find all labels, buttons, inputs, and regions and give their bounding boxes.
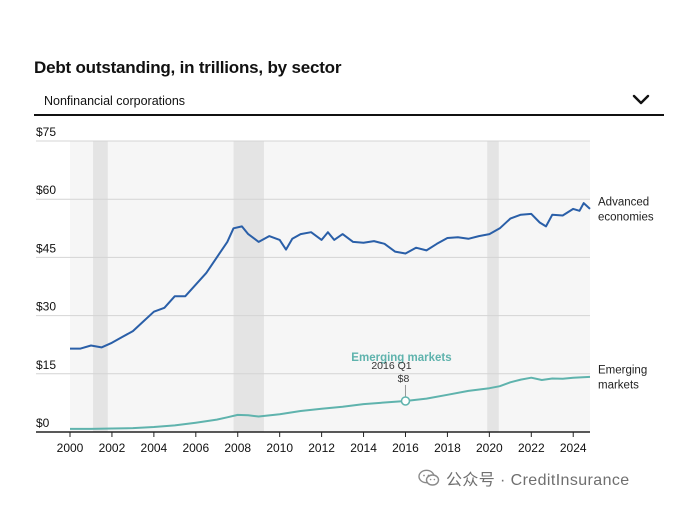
sector-dropdown[interactable]: Nonfinancial corporations	[34, 86, 664, 116]
wechat-icon	[418, 469, 440, 486]
y-tick-label: $75	[36, 125, 56, 139]
x-tick-label: 2018	[434, 441, 461, 455]
x-tick-label: 2022	[518, 441, 545, 455]
series-end-label: markets	[598, 379, 639, 391]
x-tick-label: 2020	[476, 441, 503, 455]
watermark-text: 公众号 · CreditInsurance	[446, 472, 630, 489]
x-tick-label: 2008	[224, 441, 251, 455]
y-tick-label: $0	[36, 416, 50, 430]
y-tick-label: $60	[36, 183, 56, 197]
x-tick-label: 2014	[350, 441, 377, 455]
annotation-point	[400, 396, 411, 406]
y-tick-label: $15	[36, 358, 56, 372]
x-tick-label: 2000	[57, 441, 84, 455]
x-tick-label: 2002	[99, 441, 126, 455]
recession-band	[233, 141, 264, 432]
y-tick-label: $30	[36, 300, 56, 314]
x-tick-label: 2012	[308, 441, 335, 455]
x-tick-label: 2004	[141, 441, 168, 455]
chevron-down-icon	[632, 94, 650, 105]
chart-title: Debt outstanding, in trillions, by secto…	[34, 58, 342, 77]
sector-dropdown-value: Nonfinancial corporations	[44, 94, 186, 108]
annotation-period: 2016 Q1	[371, 360, 411, 372]
emerging-markets-inline-label: Emerging markets	[351, 352, 451, 364]
advanced-economies-line	[70, 202, 591, 350]
x-tick-label: 2006	[182, 441, 209, 455]
emerging-markets-line	[70, 375, 591, 430]
recession-band	[93, 141, 108, 432]
annotation-value: $8	[398, 373, 410, 385]
watermark: 公众号 · CreditInsurance	[418, 466, 630, 490]
series-end-label: Emerging	[598, 364, 647, 376]
series-end-label: Advanced	[598, 196, 649, 208]
plot-background	[70, 141, 590, 432]
x-tick-label: 2024	[560, 441, 587, 455]
x-tick-label: 2016	[392, 441, 419, 455]
series-end-label: economies	[598, 211, 654, 223]
recession-band	[487, 141, 499, 432]
y-tick-label: $45	[36, 241, 56, 255]
x-tick-label: 2010	[266, 441, 293, 455]
